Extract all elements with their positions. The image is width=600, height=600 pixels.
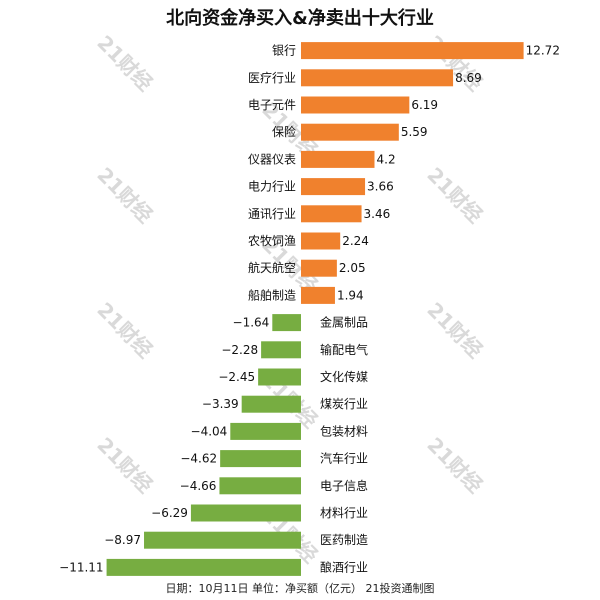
category-label: 农牧饲渔 [248,234,296,248]
category-label: 煤炭行业 [320,397,368,411]
bar-13 [258,368,301,386]
value-label: 3.46 [364,207,391,221]
category-label: 船舶制造 [248,287,296,302]
category-label: 航天航空 [248,260,296,275]
category-label: 文化传媒 [320,369,368,384]
value-label: 2.05 [339,261,366,275]
bar-2 [301,69,454,87]
category-label: 银行 [272,44,296,58]
category-label: 通讯行业 [248,207,296,221]
category-label: 汽车行业 [320,451,368,466]
bar-14 [241,395,301,413]
watermark-text: 21财经 [92,163,157,228]
bar-6 [301,178,366,196]
value-label: −6.29 [151,506,188,520]
bar-16 [220,450,301,468]
category-label: 酿酒行业 [320,559,368,574]
value-label: −4.04 [191,424,228,438]
value-label: −4.66 [180,479,217,493]
category-label: 医药制造 [320,533,368,547]
value-label: 3.66 [367,180,394,194]
bar-17 [219,477,301,495]
bar-10 [301,286,335,304]
watermark-text: 21财经 [422,433,487,498]
value-label: −1.64 [233,316,270,330]
value-label: −4.62 [180,452,217,466]
watermark-text: 21财经 [92,298,157,363]
bar-12 [261,341,301,359]
bar-4 [301,123,399,141]
bar-7 [301,205,362,223]
value-label: 12.72 [526,44,560,58]
category-label: 电力行业 [248,180,296,194]
watermark-text: 21财经 [422,163,487,228]
category-label: 材料行业 [320,506,368,520]
category-label: 保险 [272,124,296,139]
category-label: 金属制品 [320,315,368,330]
chart-title: 北向资金净买入&净卖出十大行业 [166,8,434,29]
bar-20 [106,558,301,576]
value-label: −2.45 [218,370,255,384]
chart-footer: 日期：10月11日 单位：净买额（亿元） 21投资通制图 [165,582,435,595]
value-label: 5.59 [401,125,428,139]
value-label: −8.97 [104,533,141,547]
bar-11 [272,314,301,332]
watermark-text: 21财经 [92,433,157,498]
bars-layer: 银行 12.72 医疗行业 8.69 电子元件 6.19 保险 5.59 仪器仪表 4.2 电力行业… [59,42,560,576]
value-label: −3.39 [202,397,239,411]
bar-15 [230,422,301,440]
value-label: −11.11 [59,560,103,574]
category-label: 医疗行业 [248,71,296,85]
watermark-text: 21财经 [422,298,487,363]
bar-1 [301,42,524,60]
category-label: 仪器仪表 [248,152,296,166]
value-label: 6.19 [411,98,438,112]
bar-18 [190,504,301,522]
watermark-text: 21财经 [92,31,157,96]
bar-5 [301,150,375,168]
category-label: 电子信息 [320,478,368,493]
value-label: 2.24 [342,234,369,248]
value-label: −2.28 [221,343,258,357]
value-label: 8.69 [455,71,482,85]
bar-8 [301,232,341,250]
bar-3 [301,96,410,114]
bar-9 [301,259,337,277]
value-label: 1.94 [337,288,364,302]
value-label: 4.2 [377,152,396,166]
bar-19 [144,531,301,549]
category-label: 电子元件 [248,98,296,112]
category-label: 输配电气 [320,342,368,357]
category-label: 包装材料 [320,424,368,438]
